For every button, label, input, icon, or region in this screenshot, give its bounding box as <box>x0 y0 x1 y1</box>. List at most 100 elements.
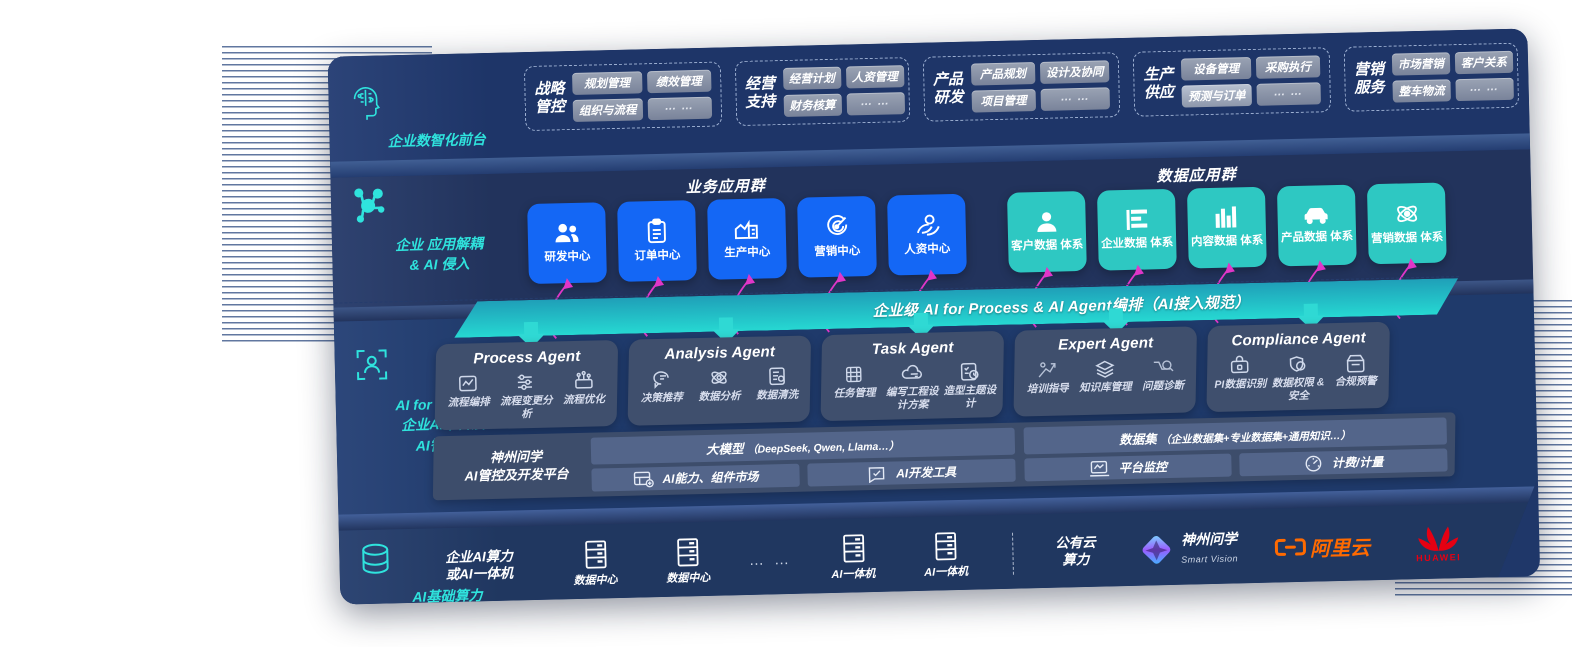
agent-card-expert[interactable]: Expert Agent 培训指导 <box>1013 326 1197 417</box>
agent-card-compliance[interactable]: Compliance Agent PI数据识别 <box>1206 322 1390 413</box>
capability-chip-more[interactable]: … … <box>1455 78 1514 101</box>
rail-compute: AI基础算力 <box>353 536 541 605</box>
agent-feature[interactable]: 合规预警 <box>1328 352 1383 389</box>
platform-models-note: （DeepSeek, Qwen, Llama…） <box>746 440 900 456</box>
atom-analysis-icon <box>708 367 730 388</box>
agent-feature[interactable]: 问题诊断 <box>1135 356 1190 393</box>
app-card-order[interactable]: 订单中心 <box>617 200 697 282</box>
platform-cell-billing[interactable]: 计费/计量 <box>1239 448 1447 476</box>
capability-group-marketing-service[interactable]: 营销 服务 市场营销 客户关系 整车物流 … … <box>1343 43 1519 112</box>
capability-chip[interactable]: 财务核算 <box>783 94 842 117</box>
data-card-enterprise[interactable]: 企业数据 体系 <box>1097 189 1177 271</box>
infra-logo-smart-vision[interactable]: 神州问学 Smart Vision <box>1118 530 1258 569</box>
capability-group-name: 产品 研发 <box>932 70 964 106</box>
capability-chip[interactable]: 预测与订单 <box>1182 84 1252 108</box>
smart-vision-sub: Smart Vision <box>1181 553 1239 565</box>
capability-chip[interactable]: 组织与流程 <box>573 98 643 122</box>
database-stack-icon <box>353 536 540 580</box>
infra-logo-huawei[interactable]: HUAWEI <box>1387 524 1490 563</box>
platform-column-models: 大模型 （DeepSeek, Qwen, Llama…） <box>591 428 1016 492</box>
factory-chart-icon <box>732 217 761 242</box>
app-card-rd[interactable]: 研发中心 <box>527 202 607 284</box>
platform-cell-monitoring[interactable]: 平台监控 <box>1024 454 1232 482</box>
infra-label: 公有云 算力 <box>1054 534 1096 568</box>
agent-feature[interactable]: 造型主题设计 <box>942 361 998 410</box>
capability-group-product-rd[interactable]: 产品 研发 产品规划 设计及协同 项目管理 … … <box>922 52 1120 122</box>
capability-chip[interactable]: 经营计划 <box>783 67 842 90</box>
infra-more-dots: … … <box>734 550 807 569</box>
infra-label: 数据中心 <box>666 571 711 586</box>
infra-logo-aliyun[interactable]: 阿里云 <box>1257 530 1388 562</box>
agent-card-task[interactable]: Task Agent 任务管理 <box>821 331 1005 422</box>
capability-chip[interactable]: 市场营销 <box>1392 52 1451 75</box>
agent-feature[interactable]: 数据权限 & 安全 <box>1270 353 1326 402</box>
capability-chip[interactable]: 设备管理 <box>1181 57 1251 81</box>
platform-cell-dev-tools[interactable]: AI开发工具 <box>807 459 1015 487</box>
infra-label: 数据中心 <box>573 574 618 588</box>
clipboard-icon <box>644 218 669 245</box>
data-card-marketing[interactable]: 营销数据 体系 <box>1367 182 1447 264</box>
capability-chip-more[interactable]: … … <box>846 92 905 115</box>
platform-cell-label: AI开发工具 <box>896 465 957 481</box>
agent-feature[interactable]: 任务管理 <box>827 364 882 401</box>
capability-chip[interactable]: 客户关系 <box>1455 51 1514 74</box>
agent-feature-label: 知识库管理 <box>1079 380 1132 395</box>
capability-chip[interactable]: 规划管理 <box>572 71 642 95</box>
platform-cell-component-market[interactable]: AI能力、组件市场 <box>591 464 799 492</box>
agent-feature[interactable]: 数据分析 <box>692 367 747 404</box>
agent-feature-label: 编写工程设计方案 <box>885 385 939 412</box>
capability-group-strategy[interactable]: 战略 管控 规划管理 绩效管理 组织与流程 … … <box>524 61 722 131</box>
infra-datacenter-1[interactable]: 数据中心 <box>548 538 642 590</box>
aliyun-logo-icon <box>1275 537 1307 558</box>
infra-ai-appliance-1[interactable]: AI一体机 <box>806 532 900 584</box>
agent-feature[interactable]: 知识库管理 <box>1077 358 1132 395</box>
infra-datacenter-2[interactable]: 数据中心 <box>641 535 735 587</box>
capability-chip[interactable]: 项目管理 <box>971 89 1036 113</box>
agent-feature-label: 数据权限 & 安全 <box>1271 376 1325 402</box>
capability-group-operations[interactable]: 经营 支持 经营计划 人资管理 财务核算 … … <box>734 57 910 126</box>
capability-chip[interactable]: 绩效管理 <box>647 70 712 94</box>
data-card-product[interactable]: 产品数据 体系 <box>1277 185 1357 267</box>
app-card-production[interactable]: 生产中心 <box>707 198 787 280</box>
capability-group-name: 经营 支持 <box>744 75 776 111</box>
capability-chip[interactable]: 产品规划 <box>971 62 1036 86</box>
platform-name: 神州问学 AI管控及开发平台 <box>464 448 569 484</box>
agent-feature[interactable]: PI数据识别 <box>1212 355 1267 392</box>
agent-feature[interactable]: 培训指导 <box>1020 359 1075 396</box>
capability-chip[interactable]: 人资管理 <box>845 65 904 88</box>
agent-feature[interactable]: 编写工程设计方案 <box>884 362 940 411</box>
platform-cell-label: AI能力、组件市场 <box>662 469 759 486</box>
data-app-cards: 客户数据 体系 企业数据 体系 <box>1007 182 1447 272</box>
app-card-marketing[interactable]: 营销中心 <box>797 196 877 278</box>
capability-chip-more[interactable]: … … <box>1256 82 1321 106</box>
infra-label: … … <box>748 550 793 569</box>
agent-feature-label: 数据清洗 <box>756 388 799 402</box>
id-lock-icon <box>1229 355 1251 376</box>
capability-chip[interactable]: 采购执行 <box>1256 55 1321 79</box>
capability-chip[interactable]: 整车物流 <box>1392 79 1451 102</box>
capability-chip[interactable]: 设计及协同 <box>1040 60 1110 84</box>
agent-feature-label: 合规预警 <box>1334 375 1377 389</box>
car-icon <box>1302 205 1330 226</box>
data-card-content[interactable]: 内容数据 体系 <box>1187 187 1267 269</box>
app-card-hr[interactable]: 人资中心 <box>887 194 967 276</box>
agent-feature[interactable]: 数据清洗 <box>749 366 804 403</box>
capability-group-production-supply[interactable]: 生产 供应 设备管理 采购执行 预测与订单 … … <box>1133 47 1331 117</box>
agent-card-process[interactable]: Process Agent 流程编排 <box>435 340 619 431</box>
agent-feature[interactable]: 流程编排 <box>441 373 496 410</box>
capability-chip-more[interactable]: … … <box>1040 87 1110 111</box>
platform-dataset-title: 数据集 <box>1119 432 1157 448</box>
layers-icon <box>1094 358 1116 379</box>
infra-enterprise-compute: 企业AI算力 或AI一体机 <box>409 548 549 585</box>
agent-feature[interactable]: 流程变更分析 <box>498 372 554 421</box>
infra-ai-appliance-2[interactable]: AI一体机 <box>899 529 993 581</box>
huawei-logo-icon <box>1416 525 1461 552</box>
capability-chip-more[interactable]: … … <box>647 97 712 121</box>
data-card-customer[interactable]: 客户数据 体系 <box>1007 191 1087 273</box>
user-profile-icon <box>1034 210 1059 235</box>
agent-feature[interactable]: 决策推荐 <box>634 368 689 405</box>
ai-person-scan-icon <box>348 338 535 388</box>
agent-card-analysis[interactable]: Analysis Agent 决策推荐 <box>628 335 812 426</box>
infra-divider <box>992 532 1034 575</box>
agent-feature[interactable]: 流程优化 <box>556 370 611 407</box>
